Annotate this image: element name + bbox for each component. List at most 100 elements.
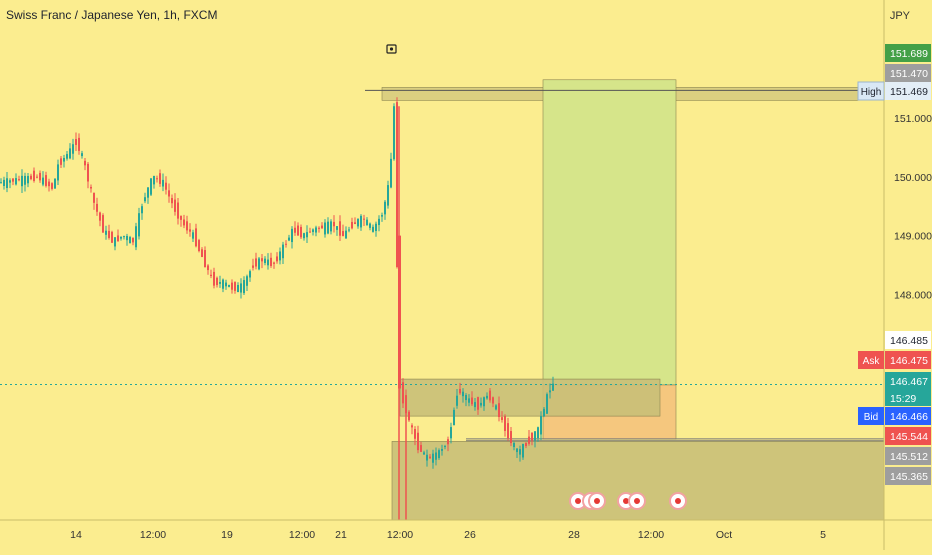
- svg-text:146.466: 146.466: [890, 411, 928, 423]
- zone-entry-box[interactable]: [399, 378, 661, 417]
- candle-body: [324, 222, 326, 235]
- svg-text:151.469: 151.469: [890, 86, 928, 98]
- svg-text:145.365: 145.365: [890, 471, 928, 483]
- candle-body: [216, 277, 218, 286]
- candle-body: [330, 221, 332, 232]
- indicator-icon-dot: [389, 47, 394, 51]
- candle-body: [30, 175, 32, 180]
- event-marker-icon[interactable]: [669, 492, 687, 510]
- candle-body: [528, 436, 530, 444]
- candle-body: [15, 178, 17, 185]
- candle-body: [417, 432, 419, 451]
- candle-body: [327, 221, 329, 234]
- candle-body: [360, 215, 362, 228]
- candle-body: [138, 213, 140, 237]
- candle-body: [402, 382, 404, 404]
- event-marker-icon[interactable]: [588, 492, 606, 510]
- candle-body: [507, 423, 509, 439]
- currency-label: JPY: [889, 10, 910, 22]
- candle-body: [159, 173, 161, 184]
- candle-body: [165, 182, 167, 190]
- candle-body: [204, 250, 206, 268]
- price-label-green: 151.689: [885, 44, 931, 62]
- candle-body: [312, 229, 314, 233]
- candle-body: [300, 226, 302, 238]
- candle-body: [411, 425, 413, 428]
- event-marker-icon[interactable]: [628, 492, 646, 510]
- candle-body: [9, 180, 11, 183]
- candle-body: [546, 394, 548, 414]
- indicator-icon[interactable]: [386, 44, 397, 54]
- candle-body: [486, 395, 488, 399]
- x-tick-label: 12:00: [387, 529, 413, 541]
- candle-body: [183, 219, 185, 226]
- candle-body: [480, 402, 482, 406]
- candle-body: [261, 258, 263, 262]
- candle-body: [198, 240, 200, 252]
- candle-body: [387, 185, 389, 206]
- candle-body: [468, 398, 470, 403]
- svg-text:151.470: 151.470: [890, 68, 928, 80]
- candle-body: [153, 175, 155, 185]
- candle-body: [6, 178, 8, 188]
- candle-body: [105, 230, 107, 235]
- candle-body: [246, 276, 248, 286]
- candle-body: [309, 231, 311, 233]
- candle-body: [369, 223, 371, 228]
- candle-body: [222, 279, 224, 289]
- candle-body: [420, 445, 422, 452]
- price-label-gray: 151.470: [885, 64, 931, 82]
- zone-target-zone[interactable]: [542, 79, 677, 386]
- candle-body: [213, 271, 215, 286]
- candle-body: [516, 448, 518, 453]
- candle-body: [477, 397, 479, 410]
- candle-body: [543, 408, 545, 417]
- candle-body: [336, 226, 338, 230]
- drop-candle-body: [398, 235, 401, 389]
- candle-body: [39, 172, 41, 181]
- candle-body: [282, 244, 284, 259]
- candle-body: [495, 405, 497, 410]
- candle-body: [60, 158, 62, 165]
- candle-body: [267, 259, 269, 266]
- candle-body: [522, 443, 524, 458]
- candle-body: [318, 227, 320, 229]
- candle-body: [84, 160, 86, 166]
- price-label-bid: 146.466 Bid: [858, 407, 931, 425]
- candle-body: [45, 175, 47, 186]
- candle-body: [147, 187, 149, 198]
- x-tick-label: 12:00: [638, 529, 664, 541]
- svg-text:146.485: 146.485: [890, 335, 928, 347]
- candle-body: [285, 243, 287, 245]
- candle-body: [354, 222, 356, 224]
- candle-body: [162, 179, 164, 187]
- svg-text:High: High: [861, 87, 882, 98]
- candle-body: [426, 454, 428, 461]
- candle-body: [21, 175, 23, 187]
- candle-body: [357, 219, 359, 227]
- candle-body: [249, 271, 251, 278]
- candle-body: [489, 390, 491, 401]
- candle-body: [189, 229, 191, 232]
- candle-body: [234, 282, 236, 291]
- candle-body: [351, 221, 353, 229]
- candle-body: [390, 158, 392, 188]
- candle-body: [81, 153, 83, 157]
- candle-body: [51, 183, 53, 189]
- candle-body: [123, 236, 125, 238]
- candle-body: [141, 206, 143, 214]
- candle-body: [72, 144, 74, 154]
- candle-body: [3, 179, 5, 187]
- svg-text:145.544: 145.544: [890, 431, 928, 443]
- price-label-ask: 146.475 Ask: [858, 351, 931, 369]
- candle-body: [435, 452, 437, 460]
- candle-body: [108, 230, 110, 238]
- candle-body: [471, 397, 473, 405]
- candle-body: [168, 190, 170, 197]
- candle-body: [288, 237, 290, 241]
- x-tick-label: 19: [221, 529, 233, 541]
- svg-text:Bid: Bid: [864, 412, 878, 423]
- candle-body: [393, 106, 395, 160]
- candle-body: [207, 265, 209, 271]
